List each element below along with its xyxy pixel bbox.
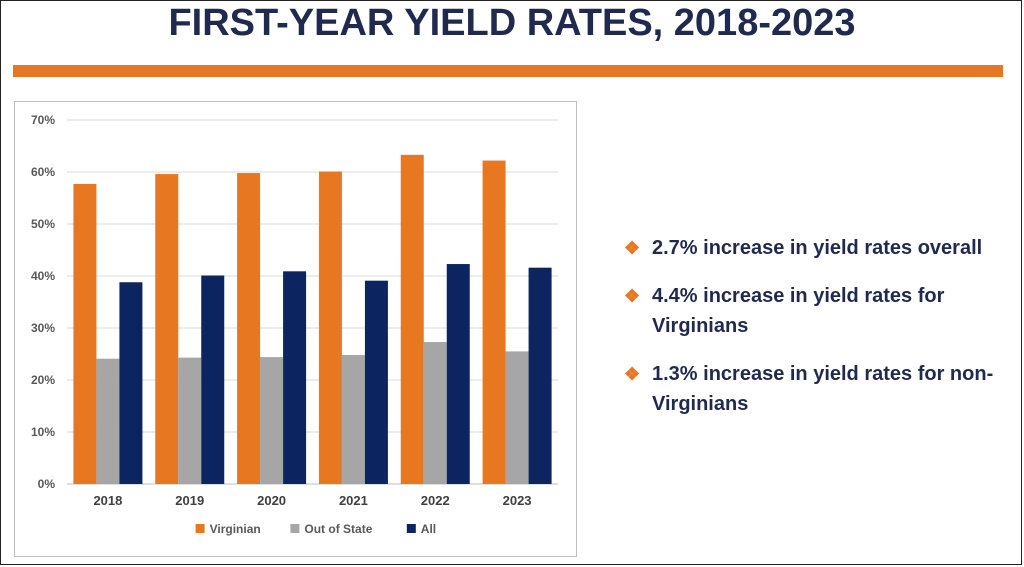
diamond-cluster-icon: ❖ bbox=[624, 238, 641, 258]
bar-out-of-state bbox=[96, 358, 120, 484]
title-underline bbox=[13, 65, 1003, 77]
bar-virginian bbox=[400, 154, 424, 484]
bar-out-of-state bbox=[260, 357, 284, 484]
legend-swatch bbox=[195, 524, 205, 533]
x-tick-label: 2023 bbox=[503, 493, 532, 508]
bar-out-of-state bbox=[505, 351, 529, 484]
y-tick-label: 70% bbox=[31, 113, 55, 127]
bar-out-of-state bbox=[341, 355, 365, 484]
y-tick-label: 0% bbox=[38, 477, 56, 491]
bar-all bbox=[283, 271, 307, 484]
bullet-text: 1.3% increase in yield rates for non-Vir… bbox=[652, 363, 994, 415]
diamond-cluster-icon: ❖ bbox=[624, 286, 641, 306]
legend-label: Virginian bbox=[210, 522, 261, 536]
legend-swatch bbox=[406, 524, 416, 533]
y-tick-label: 50% bbox=[31, 217, 55, 231]
y-tick-label: 30% bbox=[31, 321, 55, 335]
bar-out-of-state bbox=[178, 357, 202, 484]
bullet-list: ❖ 2.7% increase in yield rates overall ❖… bbox=[624, 233, 1014, 437]
bar-virginian bbox=[73, 183, 97, 484]
bar-all bbox=[364, 280, 388, 484]
y-tick-label: 20% bbox=[31, 373, 55, 387]
bullet-text: 2.7% increase in yield rates overall bbox=[652, 237, 983, 259]
diamond-cluster-icon: ❖ bbox=[624, 364, 641, 384]
x-tick-label: 2019 bbox=[175, 493, 204, 508]
bullet-item: ❖ 4.4% increase in yield rates for Virgi… bbox=[624, 281, 1014, 341]
bullet-item: ❖ 2.7% increase in yield rates overall bbox=[624, 233, 1014, 263]
page-title: FIRST-YEAR YIELD RATES, 2018-2023 bbox=[168, 2, 856, 44]
bar-all bbox=[119, 282, 143, 484]
x-tick-label: 2021 bbox=[339, 493, 368, 508]
bullet-text: 4.4% increase in yield rates for Virgini… bbox=[652, 285, 945, 337]
y-tick-label: 10% bbox=[31, 425, 55, 439]
x-tick-label: 2018 bbox=[93, 493, 122, 508]
bar-virginian bbox=[482, 160, 506, 484]
bar-virginian bbox=[318, 171, 342, 484]
bar-out-of-state bbox=[423, 342, 447, 484]
bar-virginian bbox=[155, 174, 179, 484]
x-tick-label: 2022 bbox=[421, 493, 450, 508]
chart-canvas: 0% 10% 20% 30% 40% 50% 60% 70% 2018 2019 2020 2021 2… bbox=[31, 113, 558, 536]
legend-swatch bbox=[290, 524, 300, 533]
legend-label: Out of State bbox=[304, 522, 372, 536]
bullet-item: ❖ 1.3% increase in yield rates for non-V… bbox=[624, 359, 1014, 419]
x-tick-label: 2020 bbox=[257, 493, 286, 508]
y-tick-label: 60% bbox=[31, 165, 55, 179]
y-tick-label: 40% bbox=[31, 269, 55, 283]
bar-all bbox=[528, 267, 552, 484]
legend-label: All bbox=[421, 522, 436, 536]
yield-rate-chart: 0% 10% 20% 30% 40% 50% 60% 70% 2018 2019 2020 2021 2… bbox=[14, 101, 577, 557]
bar-all bbox=[446, 264, 470, 484]
bar-virginian bbox=[237, 173, 261, 484]
bar-all bbox=[201, 275, 225, 484]
